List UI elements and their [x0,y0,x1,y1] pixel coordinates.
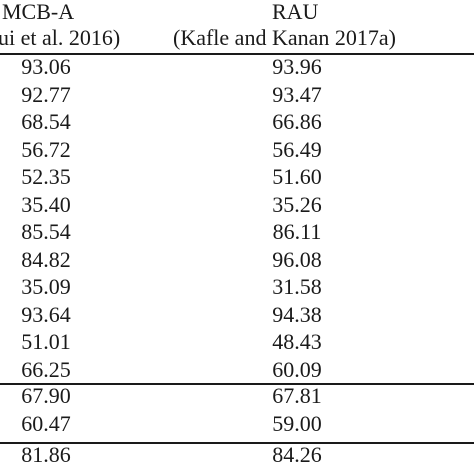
cell-rau: 94.38 [272,301,322,327]
cell-mcb-a: 35.40 [21,191,71,217]
cell-mcb-a: 85.54 [21,219,71,244]
cell-rau: 31.58 [272,274,322,299]
table-row: 93.64 94.38 [0,301,474,327]
cell-mcb-a: 52.35 [21,164,71,189]
cell-mcb-a: 67.90 [21,383,71,408]
cell-mcb-a: 35.09 [21,274,71,299]
table-row: 67.90 67.81 [0,384,474,408]
cell-mcb-a: 56.72 [21,136,71,162]
cell-mcb-a: 68.54 [21,109,71,134]
cell-mcb-a: 92.77 [21,81,71,107]
cell-rau: 51.60 [272,164,322,189]
cell-rau: 59.00 [272,410,322,436]
cell-rau: 35.26 [272,191,322,217]
table-row: 35.09 31.58 [0,275,474,299]
column-header-rau-citation: (Kafle and Kanan 2017a) [173,25,396,50]
column-header-mcb-a-citation: ui et al. 2016) [0,25,121,50]
cell-mcb-a: 66.25 [21,356,71,382]
table-row: 92.77 93.47 [0,81,474,107]
cell-rau: 86.11 [272,219,322,244]
cell-mcb-a: 93.64 [21,301,71,327]
table-row: 51.01 48.43 [0,330,474,354]
cell-mcb-a: 93.06 [21,54,71,79]
table-row: 85.54 86.11 [0,220,474,244]
column-header-rau-title: RAU [272,0,319,24]
cell-rau: 96.08 [272,246,322,272]
table-row: 35.40 35.26 [0,191,474,217]
group-rule-2 [0,442,474,444]
table-row: 81.86 84.26 [0,443,474,467]
cell-rau: 60.09 [272,356,322,382]
table-row: 84.82 96.08 [0,246,474,272]
column-header-mcb-a-title: MCB-A [2,0,75,24]
header-rule [0,53,474,55]
cell-rau: 93.96 [272,54,322,79]
cell-mcb-a: 60.47 [21,410,71,436]
group-rule-1 [0,383,474,385]
table-row: 93.06 93.96 [0,55,474,79]
cell-rau: 93.47 [272,81,322,107]
cell-mcb-a: 51.01 [21,329,71,354]
cell-rau: 84.26 [272,442,322,467]
cell-rau: 67.81 [272,383,322,408]
table-row: 68.54 66.86 [0,110,474,134]
cell-rau: 56.49 [272,136,322,162]
table-row: 52.35 51.60 [0,165,474,189]
cell-mcb-a: 84.82 [21,246,71,272]
table-row: 56.72 56.49 [0,136,474,162]
cell-rau: 48.43 [272,329,322,354]
table-row: 66.25 60.09 [0,356,474,382]
cell-rau: 66.86 [272,109,322,134]
cell-mcb-a: 81.86 [21,442,71,467]
table-row: 60.47 59.00 [0,410,474,436]
